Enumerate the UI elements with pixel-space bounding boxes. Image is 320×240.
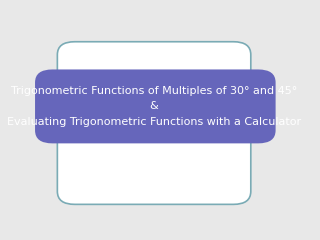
FancyBboxPatch shape bbox=[57, 42, 251, 204]
FancyBboxPatch shape bbox=[35, 69, 276, 143]
Text: Trigonometric Functions of Multiples of 30° and 45°
&
Evaluating Trigonometric F: Trigonometric Functions of Multiples of … bbox=[7, 86, 301, 127]
